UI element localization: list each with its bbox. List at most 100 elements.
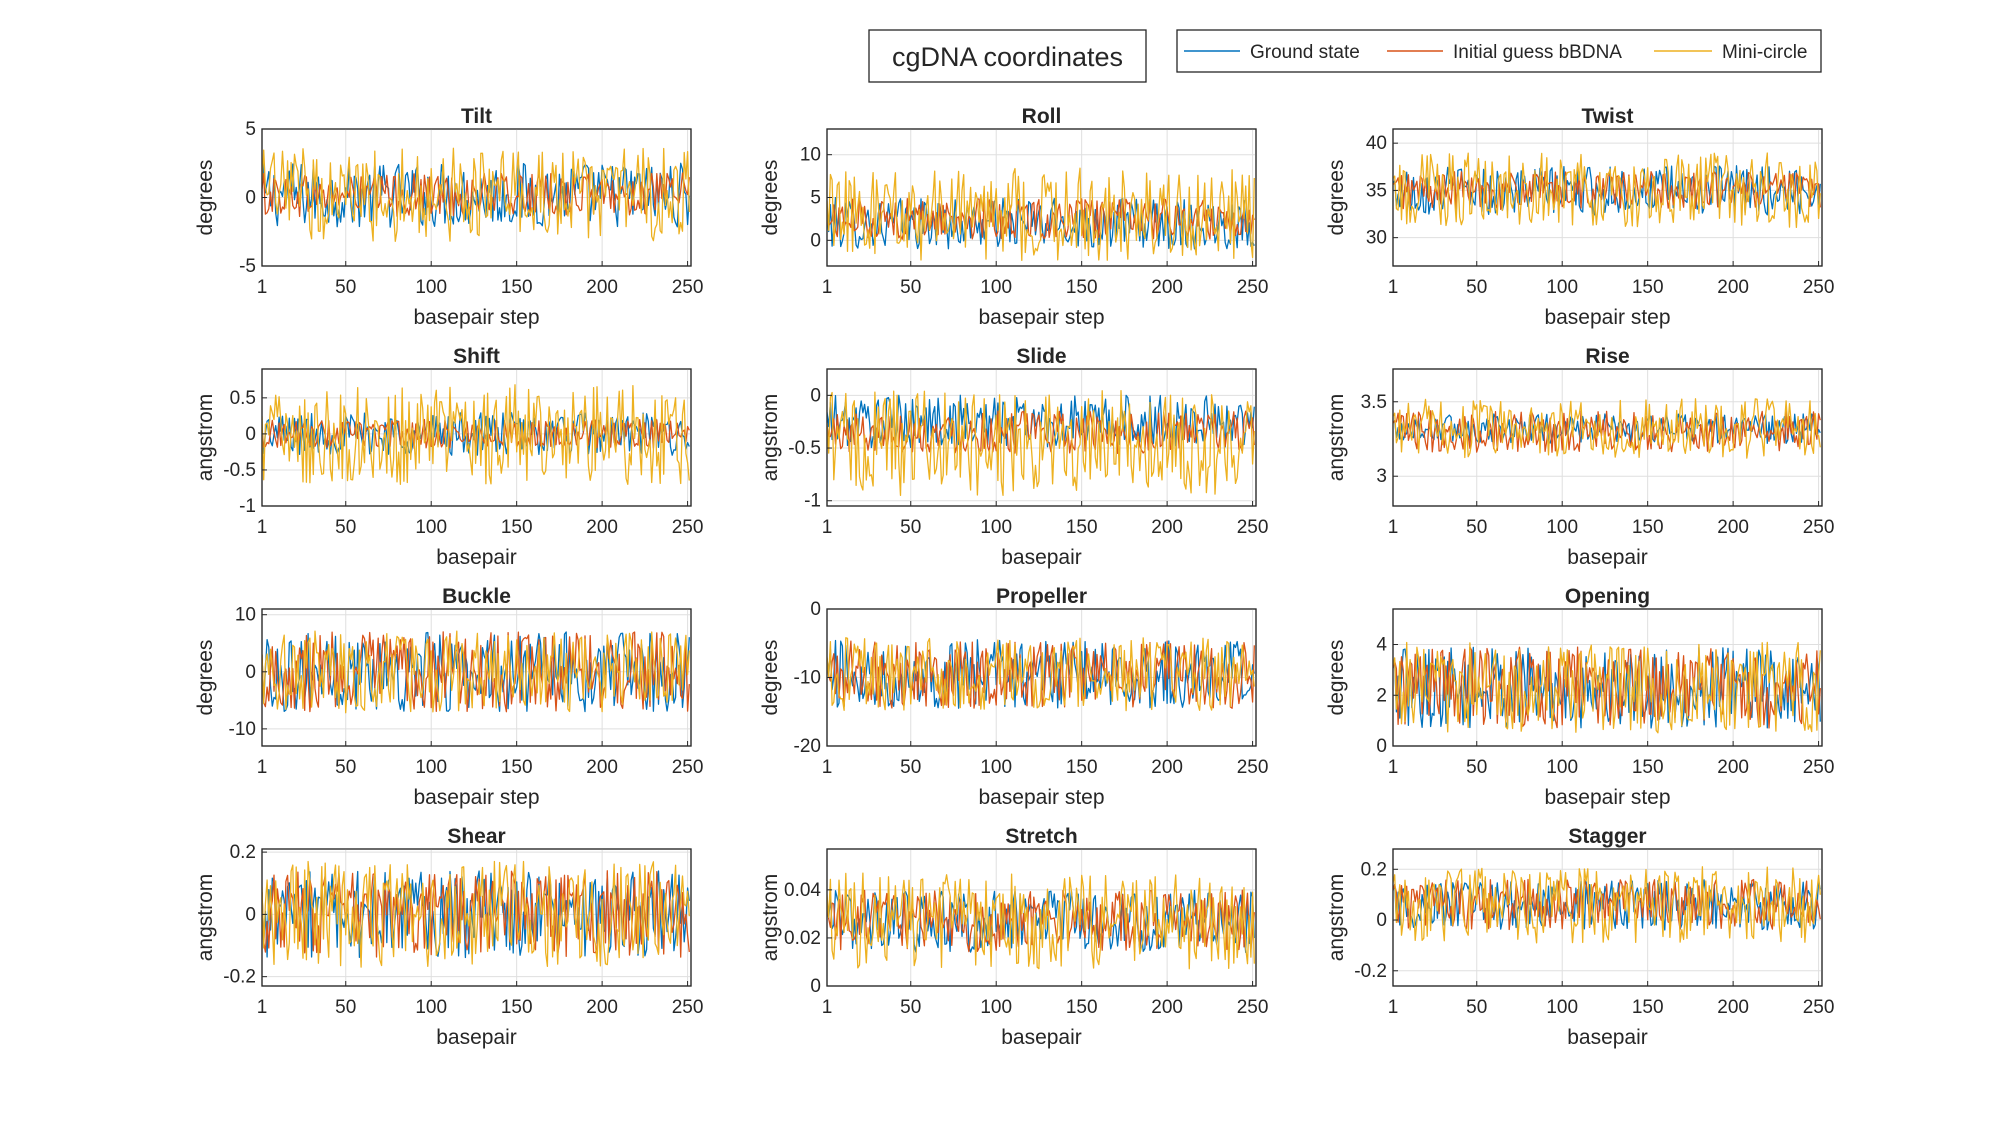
shear-ylabel: angstrom xyxy=(194,874,217,962)
shift-ytick-label-3: 0.5 xyxy=(230,388,256,409)
stagger-ytick-label-1: 0 xyxy=(1376,910,1387,931)
stretch-title: Stretch xyxy=(1005,825,1077,848)
subplot-stagger: 1 50 100 150 200 250-0.200.2Staggerbasepairan… xyxy=(1325,825,1834,1049)
shift-xtick-label-1: 50 xyxy=(335,517,356,538)
stretch-xtick-label-0: 1 xyxy=(822,997,833,1018)
tilt-xtick-label-4: 200 xyxy=(586,277,618,298)
stretch-axes-frame xyxy=(826,848,1257,987)
stretch-ytick-label-0: 0 xyxy=(810,976,821,997)
shear-xtick-label-1: 50 xyxy=(335,997,356,1018)
twist-title: Twist xyxy=(1581,105,1633,128)
rise-series-mini-circle xyxy=(1393,398,1821,459)
stretch-ylabel: angstrom xyxy=(759,874,782,962)
stagger-series-mini-circle xyxy=(1393,866,1821,944)
subplot-shift: 1 50 100 150 200 250-1-0.500.5Shiftbasepairan… xyxy=(194,345,703,569)
buckle-series-ground-state xyxy=(262,631,690,713)
rise-xtick-label-5: 250 xyxy=(1803,517,1835,538)
shear-axes-frame xyxy=(261,848,692,987)
buckle-xtick-label-3: 150 xyxy=(501,757,533,778)
propeller-xlabel: basepair step xyxy=(978,786,1104,809)
opening-ytick-label-1: 2 xyxy=(1376,685,1387,706)
stagger-xtick-label-2: 100 xyxy=(1546,997,1578,1018)
rise-xtick-label-0: 1 xyxy=(1388,517,1399,538)
shear-ytick-label-0: -0.2 xyxy=(223,967,256,988)
tilt-title: Tilt xyxy=(461,105,492,128)
opening-xtick-label-2: 100 xyxy=(1546,757,1578,778)
subplot-shear: 1 50 100 150 200 250-0.200.2Shearbasepairangs… xyxy=(194,825,703,1049)
stretch-xtick-label-3: 150 xyxy=(1066,997,1098,1018)
buckle-xtick-label-4: 200 xyxy=(586,757,618,778)
buckle-xtick-label-1: 50 xyxy=(335,757,356,778)
slide-xtick-label-3: 150 xyxy=(1066,517,1098,538)
twist-xtick-label-2: 100 xyxy=(1546,277,1578,298)
figure-title-box xyxy=(868,29,1147,83)
propeller-xtick-label-1: 50 xyxy=(900,757,921,778)
roll-ytick-label-0: 0 xyxy=(810,230,821,251)
stagger-axes-frame xyxy=(1392,848,1823,987)
twist-axes-frame xyxy=(1392,128,1823,267)
opening-xtick-label-4: 200 xyxy=(1717,757,1749,778)
rise-xtick-label-4: 200 xyxy=(1717,517,1749,538)
stagger-xtick-label-1: 50 xyxy=(1466,997,1487,1018)
stagger-ylabel: angstrom xyxy=(1325,874,1348,962)
roll-ytick-label-1: 5 xyxy=(810,188,821,209)
stagger-xlabel: basepair xyxy=(1567,1026,1648,1049)
slide-title: Slide xyxy=(1016,345,1066,368)
shift-xtick-label-5: 250 xyxy=(672,517,704,538)
slide-ytick-label-0: -1 xyxy=(804,491,821,512)
opening-xtick-label-5: 250 xyxy=(1803,757,1835,778)
opening-series-mini-circle xyxy=(1393,641,1821,734)
tilt-xtick-label-3: 150 xyxy=(501,277,533,298)
tilt-xtick-label-5: 250 xyxy=(672,277,704,298)
figure-title-group: cgDNA coordinates xyxy=(868,29,1147,83)
tilt-ytick-label-0: -5 xyxy=(239,256,256,277)
opening-xlabel: basepair step xyxy=(1544,786,1670,809)
roll-xtick-label-3: 150 xyxy=(1066,277,1098,298)
shift-ylabel: angstrom xyxy=(194,394,217,482)
slide-xtick-label-4: 200 xyxy=(1151,517,1183,538)
slide-xtick-label-5: 250 xyxy=(1237,517,1269,538)
subplot-propeller: 1 50 100 150 200 250-20-100Propellerbasepair … xyxy=(759,585,1268,809)
stagger-xtick-label-4: 200 xyxy=(1717,997,1749,1018)
twist-ytick-label-2: 40 xyxy=(1366,133,1387,154)
slide-series-mini-circle xyxy=(827,389,1255,496)
slide-ylabel: angstrom xyxy=(759,394,782,482)
propeller-ytick-label-1: -10 xyxy=(794,668,821,689)
roll-xtick-label-5: 250 xyxy=(1237,277,1269,298)
opening-ytick-label-0: 0 xyxy=(1376,736,1387,757)
twist-xlabel: basepair step xyxy=(1544,306,1670,329)
shear-ytick-label-2: 0.2 xyxy=(230,842,256,863)
buckle-axes-frame xyxy=(261,608,692,747)
opening-xtick-label-3: 150 xyxy=(1632,757,1664,778)
buckle-series-mini-circle xyxy=(262,630,690,714)
twist-xtick-label-5: 250 xyxy=(1803,277,1835,298)
slide-xtick-label-1: 50 xyxy=(900,517,921,538)
roll-xtick-label-2: 100 xyxy=(980,277,1012,298)
stagger-series-initial-guess xyxy=(1393,878,1821,931)
propeller-xtick-label-4: 200 xyxy=(1151,757,1183,778)
opening-axes-frame xyxy=(1392,608,1823,747)
stretch-xlabel: basepair xyxy=(1001,1026,1082,1049)
propeller-ylabel: degrees xyxy=(759,640,782,716)
shift-xtick-label-3: 150 xyxy=(501,517,533,538)
shift-axes-frame xyxy=(261,368,692,507)
shift-series-mini-circle xyxy=(262,384,690,485)
twist-series-mini-circle xyxy=(1393,152,1821,229)
stagger-ytick-label-2: 0.2 xyxy=(1361,859,1387,880)
roll-xtick-label-4: 200 xyxy=(1151,277,1183,298)
shear-xtick-label-0: 1 xyxy=(257,997,268,1018)
shift-xtick-label-0: 1 xyxy=(257,517,268,538)
propeller-series-mini-circle xyxy=(827,637,1255,712)
shear-xtick-label-2: 100 xyxy=(415,997,447,1018)
stagger-xtick-label-0: 1 xyxy=(1388,997,1399,1018)
tilt-ytick-label-1: 0 xyxy=(245,188,256,209)
tilt-xtick-label-1: 50 xyxy=(335,277,356,298)
legend-entry-initial-guess: Initial guess bBDNA xyxy=(1387,42,1622,63)
stretch-xtick-label-2: 100 xyxy=(980,997,1012,1018)
twist-xtick-label-4: 200 xyxy=(1717,277,1749,298)
legend-entry-mini-circle: Mini-circle xyxy=(1654,42,1808,63)
buckle-ytick-label-0: -10 xyxy=(229,719,256,740)
